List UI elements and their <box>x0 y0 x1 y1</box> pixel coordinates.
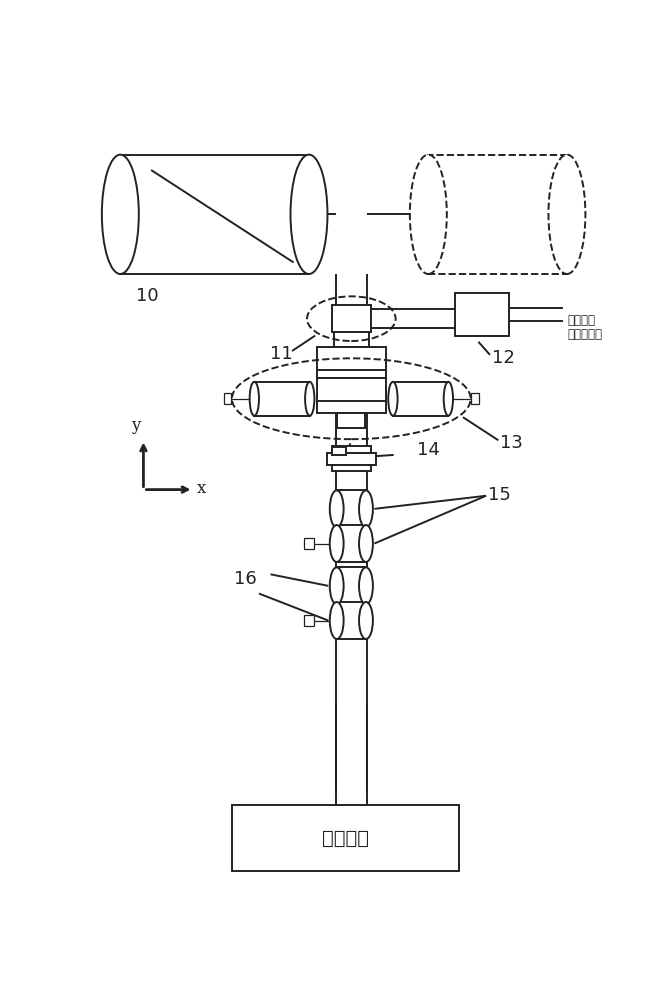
Ellipse shape <box>330 525 343 562</box>
Ellipse shape <box>359 567 373 604</box>
Ellipse shape <box>102 155 139 274</box>
Bar <box>393 382 448 416</box>
Bar <box>336 562 367 567</box>
Bar <box>428 155 567 274</box>
Ellipse shape <box>305 382 314 416</box>
Bar <box>332 447 346 455</box>
Ellipse shape <box>359 490 373 527</box>
Text: x: x <box>196 480 206 497</box>
Bar <box>337 413 365 428</box>
Text: 16: 16 <box>233 570 256 588</box>
Bar <box>455 293 509 336</box>
Ellipse shape <box>359 525 373 562</box>
Bar <box>232 805 459 871</box>
Bar <box>472 393 479 404</box>
Bar <box>332 305 370 332</box>
Ellipse shape <box>410 155 447 274</box>
Bar <box>224 393 231 404</box>
Bar <box>327 453 376 465</box>
Bar <box>337 525 366 562</box>
Text: 14: 14 <box>417 441 439 459</box>
Bar <box>337 602 366 639</box>
Text: 11: 11 <box>270 345 293 363</box>
Ellipse shape <box>359 602 373 639</box>
Ellipse shape <box>250 382 259 416</box>
Ellipse shape <box>330 602 343 639</box>
Ellipse shape <box>444 382 453 416</box>
Text: 事故油池: 事故油池 <box>322 829 369 848</box>
Text: y: y <box>131 417 140 434</box>
Bar <box>336 602 367 604</box>
Ellipse shape <box>330 490 343 527</box>
Text: 13: 13 <box>500 434 523 452</box>
Ellipse shape <box>548 155 585 274</box>
Bar <box>336 525 367 527</box>
Ellipse shape <box>290 155 327 274</box>
Ellipse shape <box>388 382 398 416</box>
Text: 12: 12 <box>492 349 515 367</box>
Bar <box>120 155 309 274</box>
Text: 10: 10 <box>136 287 159 305</box>
Ellipse shape <box>330 567 343 604</box>
Bar <box>304 538 314 549</box>
Bar <box>332 446 370 453</box>
Bar <box>333 328 369 347</box>
Bar <box>332 465 370 471</box>
Bar <box>317 347 386 378</box>
Text: 管道与本: 管道与本 <box>568 314 595 327</box>
Bar <box>304 615 314 626</box>
Text: 体油箱连接: 体油箱连接 <box>568 328 603 341</box>
Bar <box>337 490 366 527</box>
Bar <box>254 382 310 416</box>
Text: 15: 15 <box>488 486 511 504</box>
Bar <box>337 567 366 604</box>
Bar <box>317 378 386 413</box>
